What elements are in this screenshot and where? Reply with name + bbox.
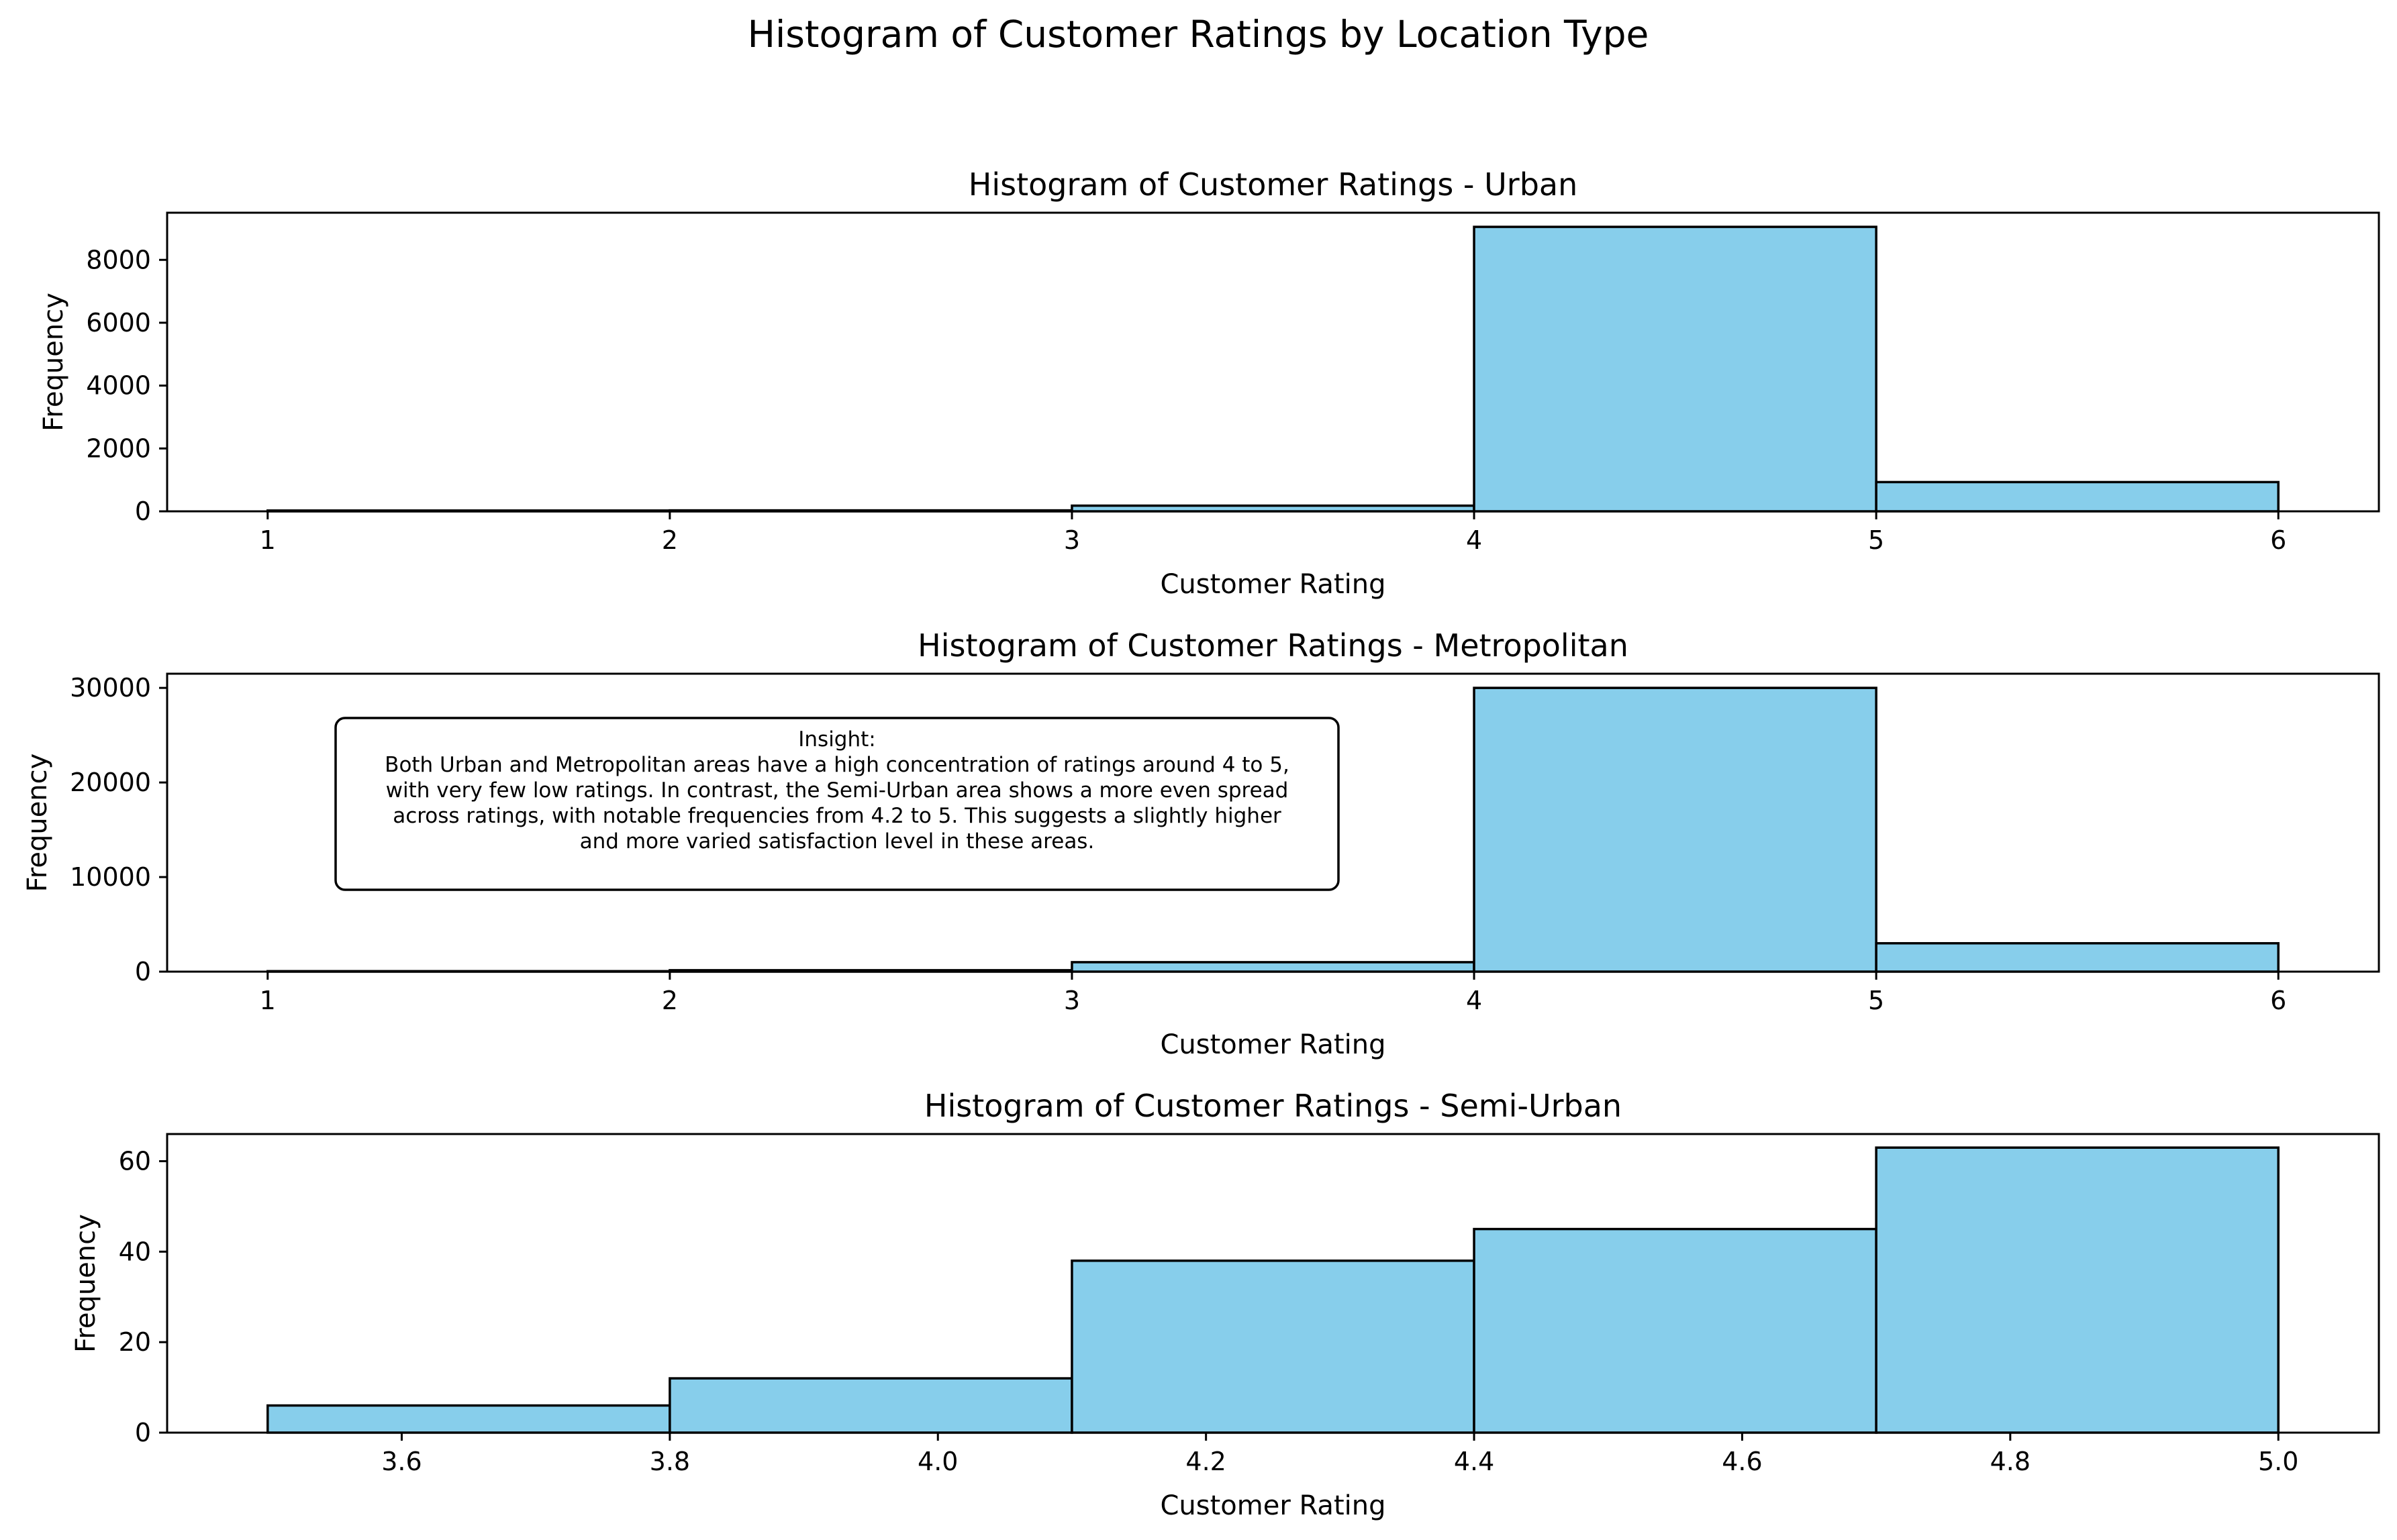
y-tick-label: 40	[119, 1237, 151, 1266]
x-tick-label: 3	[1064, 986, 1080, 1015]
x-tick-label: 5.0	[2258, 1447, 2298, 1476]
y-tick-label: 0	[135, 497, 151, 526]
x-tick-label: 6	[2270, 525, 2286, 555]
y-tick-label: 20	[119, 1327, 151, 1357]
x-tick-label: 1	[260, 525, 276, 555]
histogram-bar	[1473, 225, 1877, 513]
insight-box	[334, 717, 1340, 891]
histogram-bar	[1875, 941, 2280, 973]
x-tick-label: 2	[662, 525, 678, 555]
x-tick-label: 3	[1064, 525, 1080, 555]
axes-frame	[166, 211, 2380, 513]
y-tick-label: 0	[135, 957, 151, 986]
y-tick-label: 10000	[70, 862, 151, 892]
histogram-bar	[669, 1377, 1073, 1434]
x-tick-label: 5	[1868, 986, 1884, 1015]
x-tick-label: 1	[260, 986, 276, 1015]
axes-frame	[166, 1133, 2380, 1434]
axes-frame	[166, 672, 2380, 973]
panel-title: Histogram of Customer Ratings - Metropol…	[918, 627, 1628, 664]
histogram-bar	[1473, 686, 1877, 973]
y-tick-label: 30000	[70, 673, 151, 703]
histogram-bar	[1875, 1146, 2280, 1434]
x-tick-label: 2	[662, 986, 678, 1015]
insight-text-line: Both Urban and Metropolitan areas have a…	[385, 753, 1289, 777]
y-tick-label: 4000	[86, 371, 151, 401]
histogram-bar	[1071, 961, 1475, 973]
y-tick-label: 6000	[86, 308, 151, 338]
figure-title: Histogram of Customer Ratings by Locatio…	[748, 13, 1649, 56]
x-tick-label: 4.8	[1990, 1447, 2031, 1476]
x-tick-label: 6	[2270, 986, 2286, 1015]
y-tick-label: 20000	[70, 768, 151, 797]
insight-text-line: across ratings, with notable frequencies…	[393, 804, 1281, 828]
x-tick-label: 4.2	[1185, 1447, 1226, 1476]
insight-text-line: Insight:	[798, 727, 875, 752]
histogram-panel-3: 3.6 3.8 4.0 4.2 4.4 4.6 4.8 5.0 0 20 40 60 Histogram…	[70, 1088, 2380, 1521]
panel-title: Histogram of Customer Ratings - Semi-Urb…	[924, 1088, 1622, 1124]
insight-text-line: and more varied satisfaction level in th…	[580, 829, 1095, 854]
x-tick-label: 4	[1466, 525, 1482, 555]
x-tick-label: 4.4	[1454, 1447, 1494, 1476]
x-axis-label: Customer Rating	[1161, 1029, 1386, 1060]
x-tick-label: 3.6	[381, 1447, 422, 1476]
x-tick-label: 3.8	[650, 1447, 690, 1476]
x-axis-label: Customer Rating	[1161, 1490, 1386, 1521]
y-axis-label: Frequency	[70, 1214, 101, 1353]
insight-annotation: Insight:Both Urban and Metropolitan area…	[334, 717, 1340, 891]
x-tick-label: 4.6	[1722, 1447, 1762, 1476]
panel-title: Histogram of Customer Ratings - Urban	[969, 166, 1578, 203]
y-tick-label: 0	[135, 1418, 151, 1447]
y-axis-label: Frequency	[38, 293, 69, 431]
insight-text-line: with very few low ratings. In contrast, …	[386, 778, 1289, 803]
histogram-bar	[266, 1404, 671, 1434]
x-axis-label: Customer Rating	[1161, 569, 1386, 600]
histogram-bar	[1473, 1227, 1877, 1434]
y-axis-label: Frequency	[22, 754, 53, 892]
y-tick-label: 8000	[86, 245, 151, 274]
x-tick-label: 4.0	[918, 1447, 958, 1476]
y-tick-label: 60	[119, 1146, 151, 1176]
histogram-bar	[1071, 1260, 1475, 1434]
x-tick-label: 5	[1868, 525, 1884, 555]
x-tick-label: 4	[1466, 986, 1482, 1015]
histogram-panel-1: 1 2 3 4 5 6 0 2000 4000 6000 8000 Histogram of Cust…	[38, 166, 2380, 600]
y-tick-label: 2000	[86, 433, 151, 463]
histogram-bar	[1875, 480, 2280, 513]
histogram-panel-2: 1 2 3 4 5 6 0 10000 20000 30000 Histogram of Custo…	[22, 627, 2380, 1060]
